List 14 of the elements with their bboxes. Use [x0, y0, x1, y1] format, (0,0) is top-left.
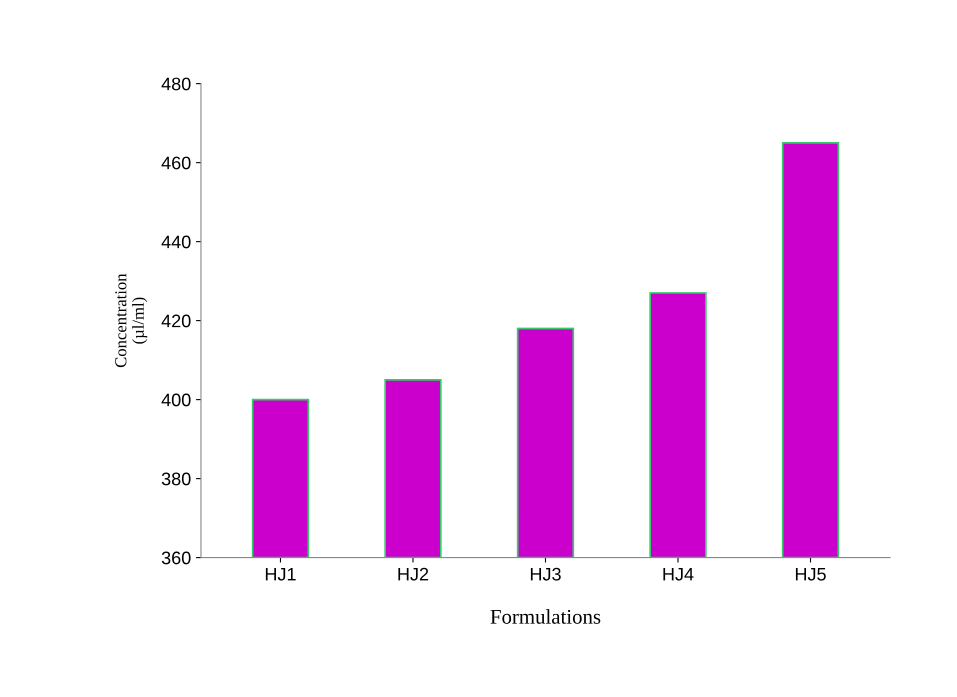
y-tick-label: 400 — [162, 394, 191, 406]
y-axis-title: Concentration (µl/ml) — [115, 274, 148, 368]
x-tick-label: HJ5 — [796, 568, 826, 581]
y-tick-label: 360 — [162, 552, 191, 564]
y-tick-label: 440 — [162, 236, 191, 248]
y-tick-label: 380 — [162, 472, 191, 486]
y-tick-label: 460 — [162, 156, 191, 170]
x-tick-label: HJ3 — [530, 568, 561, 581]
x-tick-label: HJ4 — [663, 568, 694, 581]
y-tick-label: 420 — [162, 314, 191, 328]
x-tick-label: HJ2 — [398, 568, 428, 581]
x-tick-label: HJ1 — [266, 568, 296, 581]
y-tick-label: 480 — [162, 78, 191, 90]
x-axis-title: Formulations — [490, 609, 600, 624]
